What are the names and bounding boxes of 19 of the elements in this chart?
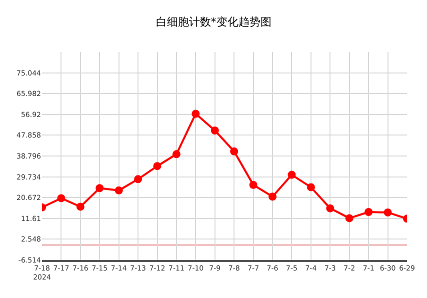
- point: [384, 208, 392, 216]
- point: [364, 208, 373, 216]
- point: [57, 194, 66, 202]
- point: [306, 183, 315, 192]
- point: [326, 204, 334, 212]
- point: [134, 175, 142, 184]
- point: [345, 214, 354, 222]
- point: [172, 150, 180, 158]
- point: [268, 192, 277, 201]
- point: [153, 162, 162, 170]
- point: [210, 126, 219, 135]
- point: [114, 186, 123, 194]
- point: [76, 202, 84, 211]
- point: [192, 110, 200, 118]
- point: [230, 147, 238, 156]
- point: [249, 180, 258, 189]
- point: [288, 170, 296, 179]
- chart-title: 白细胞计数*变化趋势图: [156, 16, 272, 29]
- point: [96, 184, 104, 192]
